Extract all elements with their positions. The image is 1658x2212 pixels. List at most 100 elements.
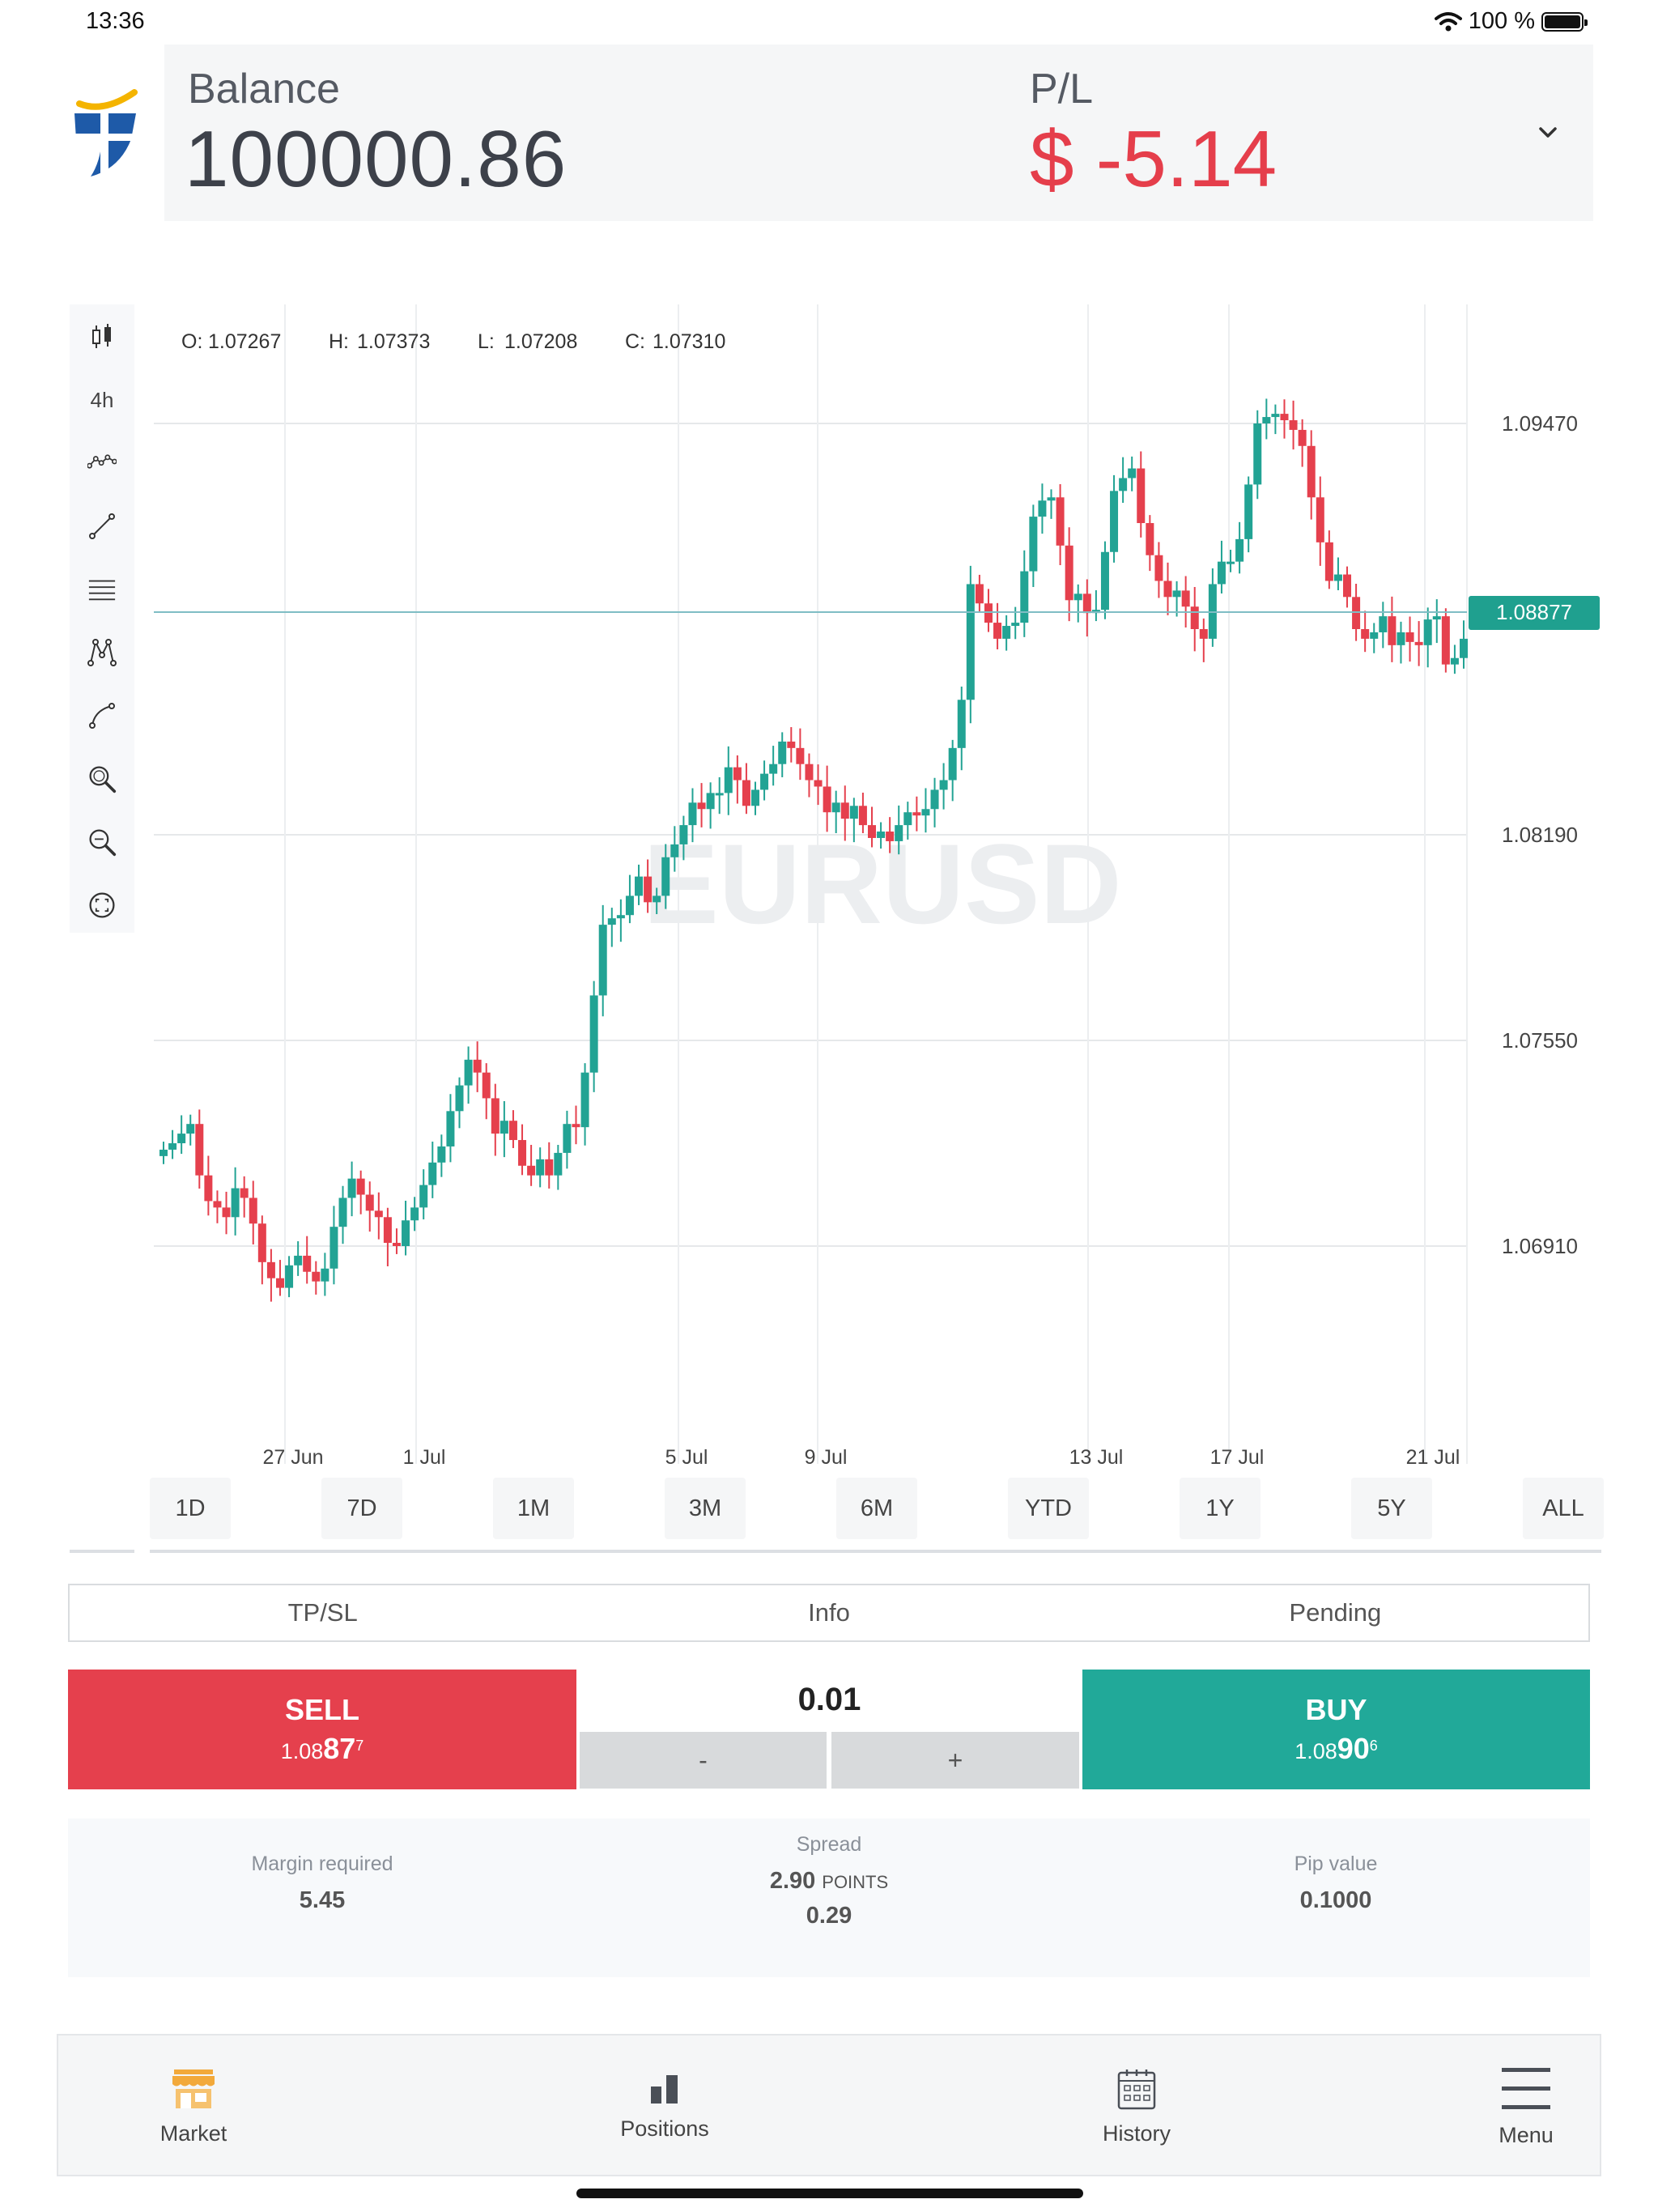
indicators-icon[interactable] [87,447,117,476]
candle [1316,476,1324,566]
candle [1110,474,1119,563]
range-tab-1m[interactable]: 1M [493,1478,574,1539]
candle [831,790,840,834]
quantity-value[interactable]: 0.01 [797,1681,861,1717]
candle [177,1115,186,1155]
candle [787,727,796,763]
margin-info: Margin required 5.45 [68,1853,576,1914]
chevron-down-icon[interactable] [1537,121,1559,144]
nav-positions[interactable]: Positions [576,2035,754,2178]
candle [1244,476,1253,553]
candle [213,1190,222,1223]
candle [679,815,688,861]
candle [508,1110,517,1148]
candle [275,1260,284,1296]
balance-value: 100000.86 [185,114,568,203]
nav-menu[interactable]: Menu [1437,2035,1615,2178]
candle [365,1181,374,1232]
range-tab-6m[interactable]: 6M [836,1478,917,1539]
candle [625,874,634,924]
candle [957,687,966,771]
candle [867,806,876,848]
candle [1414,621,1423,666]
range-tab-1y[interactable]: 1Y [1180,1478,1261,1539]
buy-button[interactable]: BUY 1.08906 [1082,1670,1590,1789]
pattern-icon[interactable] [87,638,117,667]
candle [895,805,903,855]
candle [877,822,886,849]
candle [589,981,598,1092]
quantity-decrease-button[interactable]: - [580,1732,827,1789]
candle [1226,549,1235,572]
candle [697,783,706,827]
candle [1460,620,1468,669]
candle [1361,610,1370,653]
reset-zoom-icon[interactable] [87,891,117,920]
positions-icon [651,2074,678,2104]
candlestick-icon[interactable] [87,322,117,351]
range-tab-5y[interactable]: 5Y [1351,1478,1432,1539]
range-tab-ytd[interactable]: YTD [1008,1478,1089,1539]
candle [921,788,930,833]
quantity-increase-button[interactable]: + [831,1732,1079,1789]
price-chart[interactable]: EURUSD 1.09470 1.08190 1.07550 1.06910 27 J… [0,0,1658,1482]
fibonacci-icon[interactable] [87,575,117,604]
candle [266,1249,275,1302]
range-tab-1d[interactable]: 1D [150,1478,231,1539]
spread-label: Spread [796,1833,862,1856]
nav-market[interactable]: Market [104,2035,283,2178]
candle [1450,644,1459,674]
candle [653,887,661,915]
candle [635,864,644,905]
candle [303,1236,312,1284]
candle [607,908,616,947]
range-tab-7d[interactable]: 7D [321,1478,402,1539]
candle [1119,457,1128,504]
candle [984,589,993,632]
candle [536,1147,545,1188]
tab-info[interactable]: Info [808,1598,850,1627]
candle [1298,419,1307,467]
home-indicator [576,2189,1083,2198]
candle [688,788,697,843]
candle [455,1077,464,1129]
range-tab-3m[interactable]: 3M [665,1478,746,1539]
divider [70,1550,134,1553]
x-tick-label: 1 Jul [403,1446,446,1469]
candle [1397,621,1405,664]
x-tick-label: 27 Jun [262,1446,323,1469]
candle [249,1180,257,1245]
candle [1029,504,1038,588]
ohlc-l-label: L: [478,330,495,353]
tab-pending[interactable]: Pending [1289,1598,1382,1627]
candle [1370,623,1379,653]
chart-toolbar: 4h [70,304,134,933]
margin-value: 5.45 [299,1887,346,1913]
y-tick-label: 1.08190 [1502,823,1578,847]
trend-line-icon[interactable] [87,512,117,541]
range-tab-all[interactable]: ALL [1523,1478,1604,1539]
candle [392,1228,401,1254]
curve-icon[interactable] [87,701,117,730]
candle [742,763,750,815]
candle [1271,404,1280,435]
zoom-in-icon[interactable] [87,764,117,793]
nav-history[interactable]: History [1048,2035,1226,2178]
candle [554,1144,563,1190]
market-icon [172,2069,215,2108]
current-price-label: 1.08877 [1496,600,1572,624]
sell-button[interactable]: SELL 1.08877 [68,1670,576,1789]
nav-positions-label: Positions [620,2116,709,2141]
candle [1082,579,1091,637]
tab-tp-sl[interactable]: TP/SL [287,1598,358,1627]
timeframe-button[interactable]: 4h [90,387,114,412]
candle [464,1046,473,1104]
candle [966,565,975,724]
candle [329,1206,338,1285]
zoom-out-icon[interactable] [87,827,117,857]
candle [1307,430,1316,520]
x-tick-label: 17 Jul [1210,1446,1265,1469]
candle [1002,615,1011,651]
buy-price: 1.08906 [1295,1732,1378,1765]
x-tick-label: 21 Jul [1406,1446,1460,1469]
